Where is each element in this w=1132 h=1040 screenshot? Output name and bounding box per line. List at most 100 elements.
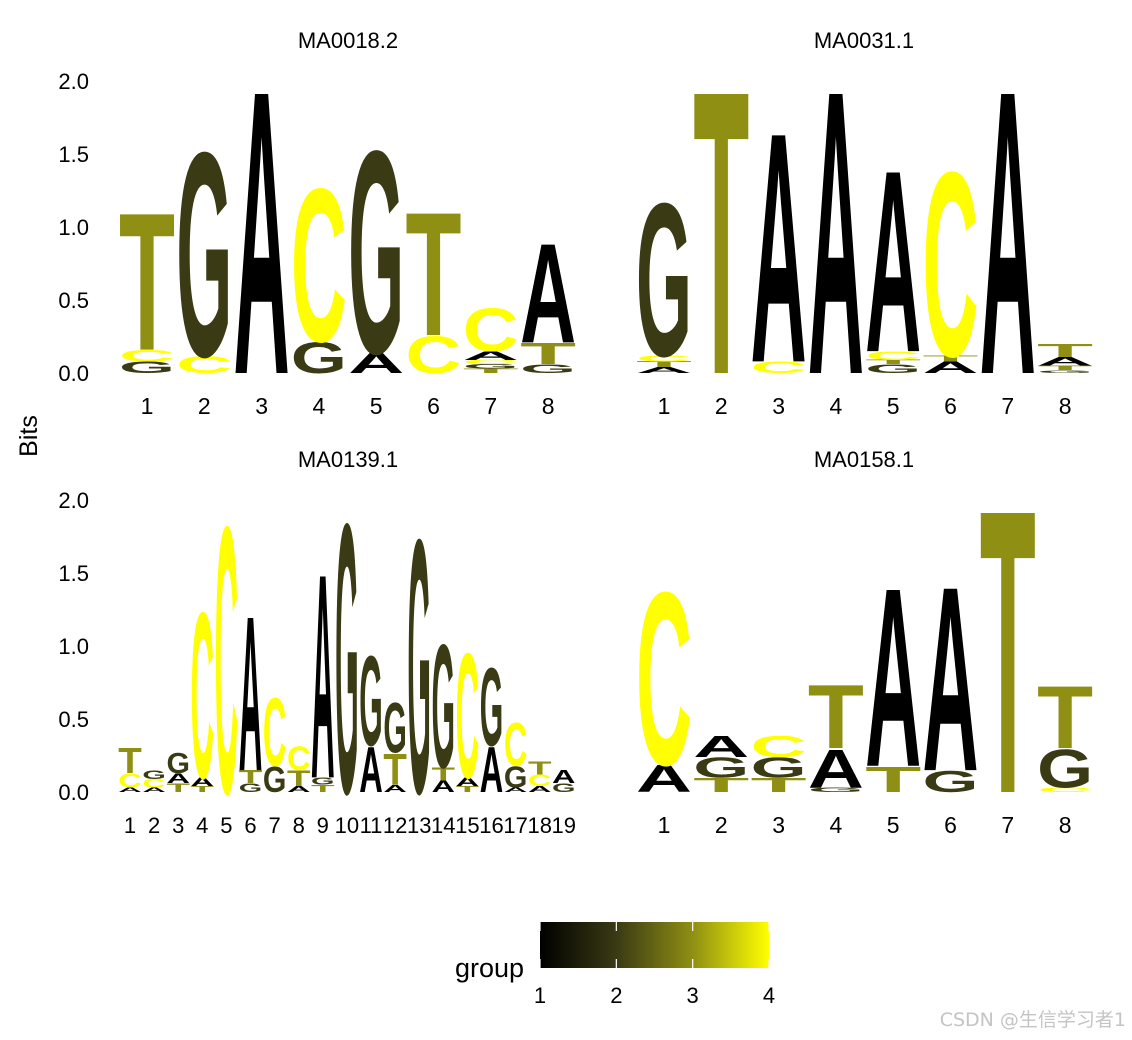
svg-text:G: G	[463, 363, 519, 370]
svg-text:A: A	[359, 734, 382, 806]
logo-letter-C: C	[504, 712, 527, 779]
logo-letter-T: T	[118, 740, 142, 781]
logo-letter-A: A	[383, 783, 407, 794]
letter-stack: A	[808, 6, 864, 459]
x-tick-label: 16	[479, 813, 503, 838]
svg-text:G: G	[291, 333, 347, 383]
logo-letter-G: G	[520, 362, 576, 376]
svg-text:A: A	[636, 366, 692, 375]
svg-text:T: T	[865, 359, 921, 366]
logo-letter-T: T	[751, 774, 807, 797]
logo-letter-C: C	[456, 617, 479, 816]
svg-text:T: T	[808, 666, 864, 768]
logo-letter-A: A	[808, 6, 864, 459]
logo-letter-C: C	[215, 448, 239, 874]
svg-text:G: G	[865, 362, 921, 376]
svg-text:G: G	[176, 92, 232, 419]
svg-text:A: A	[1037, 355, 1093, 369]
logo-letter-C: C	[463, 359, 519, 366]
x-tick-label: 10	[335, 813, 359, 838]
logo-letter-T: T	[191, 785, 215, 794]
svg-text:G: G	[808, 787, 864, 794]
logo-letter-C: C	[751, 730, 807, 764]
svg-text:A: A	[456, 776, 480, 789]
letter-stack: AGC	[504, 712, 528, 795]
svg-text:C: C	[119, 347, 175, 365]
logo-letter-G: G	[636, 157, 692, 403]
x-tick-label: 2	[715, 812, 728, 838]
x-tick-label: 8	[1059, 812, 1072, 838]
legend: group 1 2 3 4	[455, 922, 775, 1008]
logo-panel-3: MA0139.10.00.51.01.52.01 2 3 4 5 6 7 8 9 10 11 12 13…	[58, 444, 576, 874]
svg-text:G: G	[1037, 369, 1093, 374]
letter-stack: G	[407, 464, 430, 870]
letter-stack: ATG	[432, 607, 456, 805]
svg-text:G: G	[166, 748, 189, 780]
svg-text:A: A	[808, 6, 864, 459]
svg-text:T: T	[693, 774, 749, 797]
svg-text:A: A	[923, 358, 979, 376]
logo-letter-G: G	[291, 333, 347, 383]
logo-letter-G: G	[359, 630, 382, 773]
svg-text:A: A	[311, 515, 334, 841]
svg-text:A: A	[480, 734, 503, 806]
x-tick-label: 2	[148, 813, 160, 838]
logo-letter-A: A	[311, 515, 334, 841]
logo-letter-A: A	[142, 787, 166, 794]
logo-letter-C: C	[291, 142, 347, 387]
svg-text:A: A	[552, 767, 576, 788]
svg-text:C: C	[406, 326, 462, 385]
logo-letter-T: T	[693, 7, 749, 459]
logo-letter-A: A	[463, 349, 519, 363]
x-tick-label: 7	[484, 393, 497, 419]
logo-letter-G: G	[808, 787, 864, 794]
logo-letter-T: T	[432, 765, 456, 785]
logo-letter-C: C	[923, 118, 979, 412]
logo-letter-C: C	[287, 740, 311, 778]
svg-text:G: G	[407, 464, 430, 870]
logo-letter-G: G	[504, 762, 527, 795]
logo-letter-A: A	[287, 785, 310, 794]
svg-text:A: A	[432, 778, 455, 796]
letter-stack: ATC	[923, 118, 979, 412]
x-tick-label: 1	[658, 812, 671, 838]
svg-text:C: C	[504, 712, 527, 779]
svg-text:A: A	[693, 730, 749, 764]
svg-text:G: G	[693, 751, 749, 783]
svg-text:T: T	[1037, 341, 1093, 361]
logo-letter-T: T	[636, 360, 692, 369]
logo-letter-T: T	[693, 774, 749, 797]
x-tick-label: 13	[407, 813, 431, 838]
logo-letter-G: G	[693, 751, 749, 783]
svg-text:T: T	[923, 354, 979, 363]
letter-stack: GCT	[119, 171, 175, 391]
letter-stack: GA	[552, 767, 576, 795]
svg-text:A: A	[504, 787, 528, 794]
logo-letter-T: T	[463, 367, 519, 374]
logo-letter-G: G	[751, 751, 807, 783]
svg-text:C: C	[118, 769, 141, 792]
svg-text:T: T	[636, 360, 692, 369]
svg-text:T: T	[980, 426, 1036, 878]
logo-letter-A: A	[808, 739, 864, 800]
logo-letter-G: G	[1037, 738, 1093, 800]
logo-letter-A: A	[528, 785, 551, 794]
svg-text:C: C	[215, 448, 239, 874]
logo-letter-T: T	[808, 666, 864, 768]
x-tick-label: 8	[542, 393, 555, 419]
logo-letter-G: G	[463, 363, 519, 370]
logo-letter-T: T	[1037, 365, 1093, 372]
letter-stack: A	[980, 6, 1036, 459]
svg-text:C: C	[923, 118, 979, 412]
y-tick-label: 1.0	[58, 215, 89, 240]
logo-letter-A: A	[552, 767, 576, 788]
panel-title: MA0031.1	[814, 28, 914, 53]
x-tick-label: 2	[198, 393, 211, 419]
x-tick-label: 3	[255, 393, 268, 419]
letter-stack: AG	[480, 646, 503, 806]
x-tick-label: 18	[527, 813, 551, 838]
y-tick-label: 2.0	[58, 69, 89, 94]
logo-letter-A: A	[751, 64, 807, 431]
svg-text:T: T	[693, 7, 749, 459]
letter-stack: TAC	[456, 617, 480, 816]
